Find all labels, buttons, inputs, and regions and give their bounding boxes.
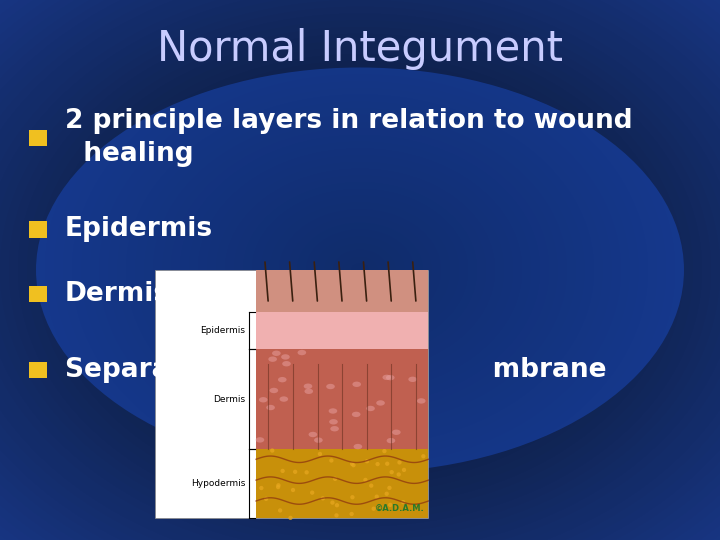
Ellipse shape <box>335 503 339 508</box>
Ellipse shape <box>54 40 666 500</box>
Ellipse shape <box>377 400 385 406</box>
Text: ©A.D.A.M.: ©A.D.A.M. <box>375 504 425 513</box>
Ellipse shape <box>354 444 362 449</box>
Ellipse shape <box>45 33 675 507</box>
Ellipse shape <box>108 81 612 459</box>
Ellipse shape <box>417 398 426 403</box>
Ellipse shape <box>330 426 339 431</box>
Ellipse shape <box>288 216 432 324</box>
Ellipse shape <box>63 47 657 492</box>
Ellipse shape <box>421 454 426 458</box>
Ellipse shape <box>9 6 711 534</box>
Bar <box>256 349 428 449</box>
Ellipse shape <box>388 503 392 507</box>
Ellipse shape <box>397 472 401 477</box>
Ellipse shape <box>384 491 389 496</box>
Ellipse shape <box>333 249 387 291</box>
Ellipse shape <box>270 448 274 453</box>
Ellipse shape <box>252 189 468 351</box>
Bar <box>256 449 428 518</box>
Ellipse shape <box>372 507 376 511</box>
Ellipse shape <box>282 361 291 367</box>
Ellipse shape <box>72 54 648 486</box>
Ellipse shape <box>180 135 540 405</box>
Ellipse shape <box>333 477 337 481</box>
Bar <box>29 130 47 146</box>
Ellipse shape <box>334 513 338 517</box>
Text: Hypodermis: Hypodermis <box>191 479 246 488</box>
Ellipse shape <box>328 408 337 414</box>
Bar <box>29 362 47 378</box>
Text: Separated                              mbrane: Separated mbrane <box>65 357 606 383</box>
Ellipse shape <box>135 102 585 438</box>
Ellipse shape <box>397 460 402 464</box>
Ellipse shape <box>293 470 297 474</box>
Ellipse shape <box>305 470 309 475</box>
Ellipse shape <box>281 469 285 473</box>
Ellipse shape <box>279 396 288 402</box>
Ellipse shape <box>402 468 406 472</box>
Ellipse shape <box>315 237 405 303</box>
Ellipse shape <box>270 202 450 338</box>
Ellipse shape <box>349 512 354 516</box>
Ellipse shape <box>326 384 335 389</box>
Ellipse shape <box>269 388 278 393</box>
Ellipse shape <box>352 382 361 387</box>
Ellipse shape <box>392 429 400 435</box>
Ellipse shape <box>243 183 477 357</box>
Ellipse shape <box>36 27 684 513</box>
Text: Dermis: Dermis <box>213 395 246 404</box>
Ellipse shape <box>351 463 356 467</box>
Ellipse shape <box>382 449 387 453</box>
Ellipse shape <box>278 508 282 512</box>
Ellipse shape <box>320 496 325 501</box>
Ellipse shape <box>408 376 417 382</box>
Ellipse shape <box>329 419 338 424</box>
Ellipse shape <box>261 195 459 345</box>
Ellipse shape <box>382 375 391 380</box>
Ellipse shape <box>309 432 318 437</box>
Ellipse shape <box>264 497 269 501</box>
Ellipse shape <box>266 405 275 410</box>
Text: 2 principle layers in relation to wound
  healing: 2 principle layers in relation to wound … <box>65 108 632 167</box>
Ellipse shape <box>81 60 639 480</box>
Ellipse shape <box>278 377 287 382</box>
Ellipse shape <box>279 209 441 330</box>
Bar <box>29 221 47 238</box>
Ellipse shape <box>401 500 405 504</box>
Ellipse shape <box>351 263 369 276</box>
Ellipse shape <box>99 74 621 465</box>
Ellipse shape <box>90 68 630 472</box>
Ellipse shape <box>153 115 567 426</box>
Ellipse shape <box>350 495 354 500</box>
Ellipse shape <box>216 162 504 378</box>
Ellipse shape <box>306 230 414 310</box>
Ellipse shape <box>329 458 333 463</box>
